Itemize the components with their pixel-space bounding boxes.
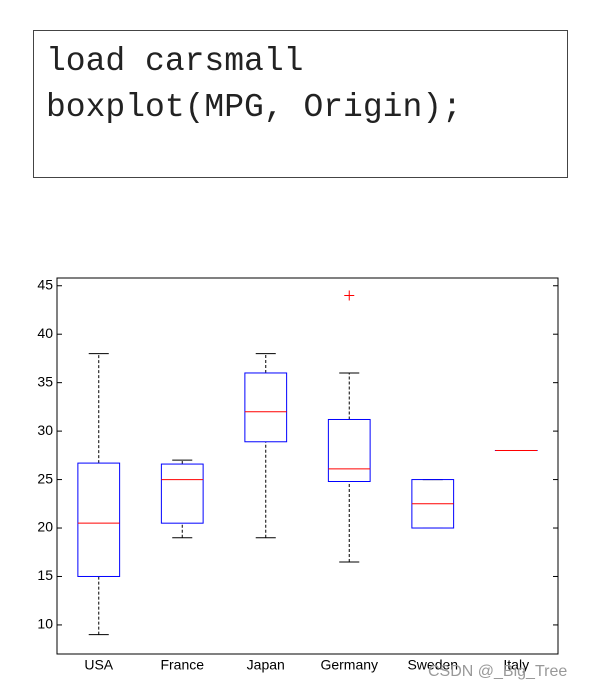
y-tick-label: 25 bbox=[37, 470, 53, 486]
x-tick-label: Japan bbox=[247, 657, 285, 673]
y-tick-label: 10 bbox=[37, 616, 53, 632]
outlier bbox=[344, 290, 355, 301]
y-tick-label: 45 bbox=[37, 276, 53, 292]
x-tick-label: USA bbox=[84, 657, 113, 673]
box bbox=[244, 372, 288, 443]
code-line: boxplot(MPG, Origin); bbox=[46, 89, 462, 126]
y-tick-label: 20 bbox=[37, 519, 53, 535]
x-tick-label: Sweden bbox=[407, 657, 458, 673]
code-line: load carsmall bbox=[46, 43, 304, 80]
y-tick-label: 35 bbox=[37, 373, 53, 389]
code-block: load carsmall boxplot(MPG, Origin); bbox=[33, 30, 568, 178]
y-tick-label: 30 bbox=[37, 422, 53, 438]
box bbox=[160, 463, 204, 524]
chart: 10 15 20 25 30 35 40 45 USA France Japan Germany Swe… bbox=[37, 276, 559, 673]
box bbox=[327, 418, 371, 483]
y-tick-label: 15 bbox=[37, 567, 53, 583]
x-tick-label: Italy bbox=[503, 657, 529, 673]
box bbox=[77, 462, 121, 577]
y-tick-label: 40 bbox=[37, 325, 53, 341]
plot-frame bbox=[56, 277, 559, 655]
x-tick-label: France bbox=[160, 657, 204, 673]
x-tick-label: Germany bbox=[320, 657, 378, 673]
watermark: CSDN @_Big_Tree bbox=[428, 663, 568, 680]
